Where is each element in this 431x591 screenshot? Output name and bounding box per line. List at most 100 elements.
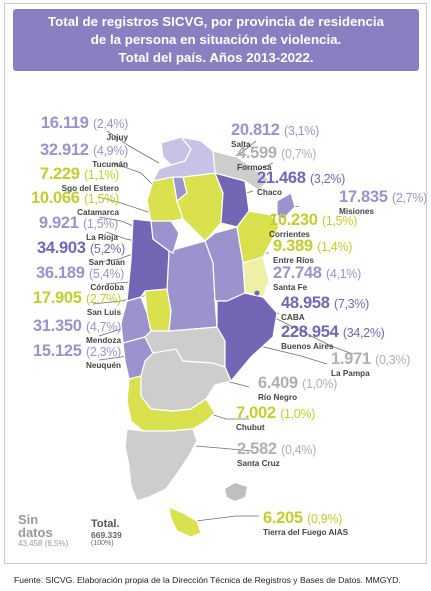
value-neuquen: 15.125 [33, 342, 82, 360]
value-corrientes: 10.230 [269, 211, 318, 229]
value-salta: 20.812 [231, 121, 280, 139]
label-entre-rios: 9.389 (1,4%) Entre Ríos [273, 237, 352, 266]
region-santa-cruz [124, 428, 198, 502]
name-santa-cruz: Santa Cruz [237, 459, 280, 468]
name-neuquen: Neuquén [85, 361, 121, 370]
pct-la-rioja: (1,5%) [82, 217, 118, 231]
value-la-pampa: 1.971 [331, 350, 371, 368]
total-value: 669.339 [91, 530, 122, 540]
pct-catamarca: (1,5%) [83, 192, 119, 206]
name-santa-fe: Santa Fe [273, 283, 308, 292]
region-tierra-del-fuego [168, 506, 202, 538]
region-salta [151, 136, 216, 182]
name-caba: CABA [281, 313, 305, 322]
sin-datos-value: 43.458 (6,5%) [18, 539, 69, 548]
label-jujuy: 16.119 (2,4%) Jujuy [41, 114, 128, 143]
name-tucuman: Tucumán [92, 160, 128, 169]
label-neuquen: 15.125 (2,3%) Neuquén [33, 342, 121, 371]
label-la-pampa: 1.971 (0,3%) La Pampa [331, 350, 410, 379]
value-buenos-aires: 228.954 [281, 323, 339, 341]
leader-tierradelfuego [195, 515, 259, 522]
name-entre-rios: Entre Ríos [273, 256, 314, 265]
pct-santa-fe: (4,1%) [325, 267, 361, 281]
label-santa-fe: 27.748 (4,1%) Santa Fe [273, 264, 361, 293]
label-la-rioja: 9.921 (1,5%) La Rioja [39, 214, 118, 243]
name-chubut: Chubut [236, 423, 265, 432]
label-rio-negro: 6.409 (1,0%) Río Negro [258, 374, 337, 403]
infographic-frame: Total de registros SICVG, por provincia … [4, 3, 427, 564]
value-jujuy: 16.119 [40, 114, 89, 132]
name-la-pampa: La Pampa [331, 369, 370, 378]
pct-tierra-del-fuego: (0,9%) [307, 512, 343, 526]
region-buenos-aires [216, 292, 278, 383]
name-salta: Salta [231, 140, 251, 149]
leader-santacruz [195, 445, 254, 452]
pct-salta: (3,1%) [283, 124, 319, 138]
pct-jujuy: (2,4%) [92, 117, 128, 131]
value-chaco: 21.468 [257, 169, 306, 187]
label-chubut: 7.002 (1,0%) Chubut [236, 404, 315, 433]
leader-sgo [97, 196, 152, 214]
leader-buenosaires [260, 310, 354, 355]
name-cordoba: Córdoba [90, 283, 124, 292]
label-cordoba: 36.189 (5,4%) Córdoba [36, 264, 124, 293]
name-buenos-aires: Buenos Aires [281, 342, 334, 351]
value-chubut: 7.002 [236, 404, 276, 422]
value-misiones: 17.835 [339, 188, 388, 206]
value-cordoba: 36.189 [36, 264, 85, 282]
label-mendoza: 31.350 (4,7%) Mendoza [33, 317, 121, 346]
total-label: Total. [91, 518, 120, 530]
pct-corrientes: (1,5%) [321, 214, 357, 228]
total-pct: (100%) [91, 540, 114, 547]
value-san-juan: 34.903 [37, 239, 86, 257]
pct-formosa: (0,7%) [281, 147, 317, 161]
label-tierra-del-fuego: 6.205 (0,9%) Tierra del Fuego AIAS [263, 509, 348, 538]
pct-cordoba: (5,4%) [88, 267, 124, 281]
pct-entre-rios: (1,4%) [317, 240, 353, 254]
region-chubut [126, 375, 216, 432]
name-tierra-del-fuego: Tierra del Fuego AIAS [263, 528, 349, 537]
total-block: Total. 669.339 (100%) [91, 519, 122, 548]
value-tierra-del-fuego: 6.205 [263, 509, 303, 527]
label-tucuman: 32.912 (4,9%) Tucumán [40, 141, 128, 170]
title-line-1: Total de registros SICVG, por provincia … [48, 14, 384, 29]
pct-caba: (7,3%) [333, 297, 369, 311]
value-san-luis: 17.905 [33, 289, 82, 307]
label-buenos-aires: 228.954 (34,2%) Buenos Aires [281, 323, 385, 352]
leader-jujuy [106, 130, 160, 164]
pct-mendoza: (4,7%) [85, 320, 121, 334]
label-caba: 48.958 (7,3%) CABA [281, 294, 369, 323]
label-formosa: 4.599 (0,7%) Formosa [237, 144, 316, 173]
sin-datos-label-1: Sin [18, 512, 39, 527]
pct-buenos-aires: (34,2%) [342, 326, 385, 340]
pct-santa-cruz: (0,4%) [281, 443, 317, 457]
pct-misiones: (2,7%) [391, 191, 427, 205]
sin-datos-label-2: datos [18, 525, 53, 540]
name-jujuy: Jujuy [106, 133, 128, 142]
name-catamarca: Catamarca [77, 208, 119, 217]
value-sgo-del-estero: 7.229 [39, 165, 80, 183]
value-santa-fe: 27.748 [273, 264, 322, 282]
label-salta: 20.812 (3,1%) Salta [231, 121, 319, 150]
pct-chubut: (1,0%) [280, 407, 316, 421]
source-footer: Fuente: SICVG. Elaboración propia de la … [14, 575, 401, 585]
label-catamarca: 10.066 (1,5%) Catamarca [31, 189, 119, 218]
pct-la-pampa: (0,3%) [375, 353, 411, 367]
name-rio-negro: Río Negro [258, 393, 298, 402]
name-mendoza: Mendoza [85, 336, 121, 345]
name-san-juan: San Juan [88, 258, 125, 267]
pct-tucuman: (4,9%) [92, 144, 128, 158]
name-san-luis: San Luis [86, 308, 121, 317]
value-santa-cruz: 2.582 [237, 440, 277, 458]
value-catamarca: 10.066 [31, 189, 80, 207]
value-formosa: 4.599 [237, 144, 277, 162]
name-sgo-del-estero: Sgo del Estero [61, 184, 119, 193]
pct-neuquen: (2,3%) [85, 345, 121, 359]
name-misiones: Misiones [339, 207, 375, 216]
value-entre-rios: 9.389 [273, 237, 313, 255]
region-misiones [276, 192, 296, 220]
name-chaco: Chaco [257, 188, 283, 197]
region-caba [254, 290, 260, 296]
region-malvinas [225, 483, 247, 501]
pct-chaco: (3,2%) [309, 172, 345, 186]
